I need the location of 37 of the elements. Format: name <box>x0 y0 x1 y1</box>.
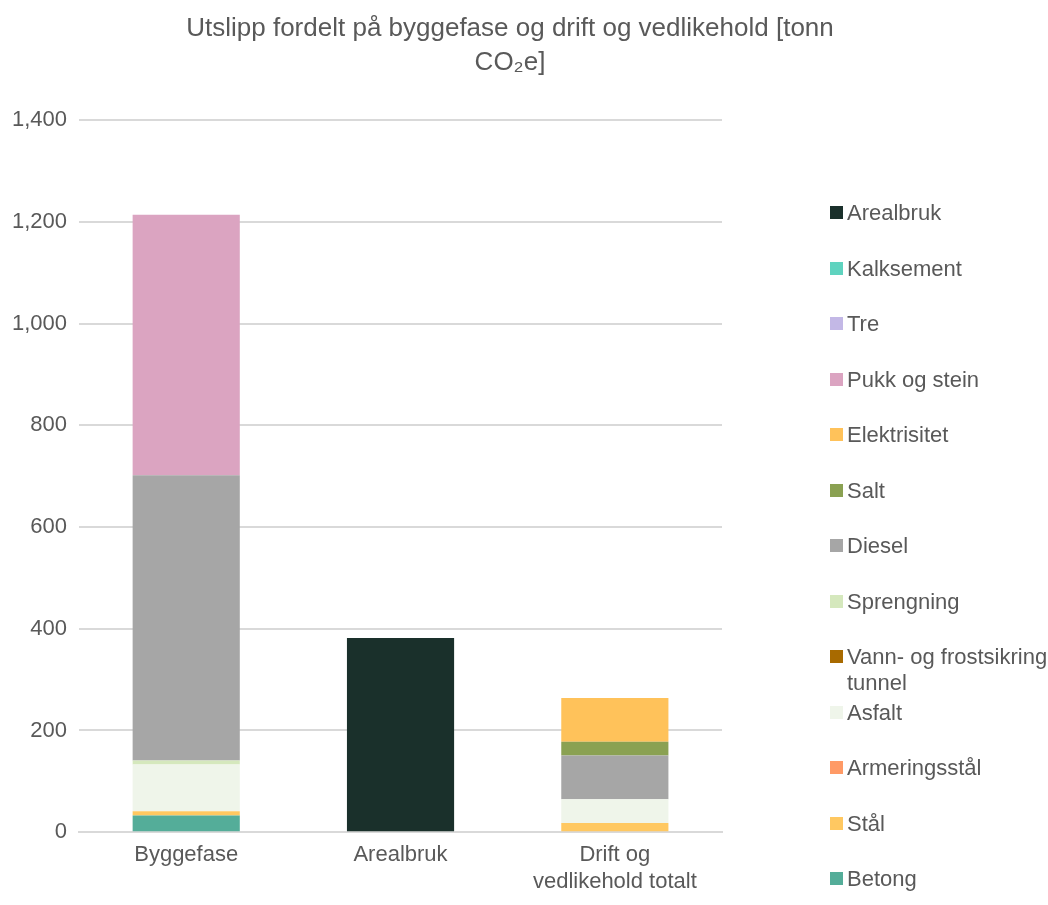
legend-label: Arealbruk <box>847 200 942 226</box>
bar <box>132 811 240 816</box>
y-tick-label: 800 <box>30 411 68 437</box>
y-tick-label: 200 <box>30 716 68 742</box>
bar <box>561 697 669 742</box>
legend-label: Elektrisitet <box>847 422 949 448</box>
bar <box>561 799 669 824</box>
y-tick-label: 0 <box>54 818 68 844</box>
bar <box>132 475 240 761</box>
bar <box>346 637 455 832</box>
bar <box>132 815 240 832</box>
legend-label: Vann- og frostsikring tunnel <box>847 644 1048 696</box>
x-tick-label: Byggefase <box>134 841 239 867</box>
legend-label: Kalksement <box>847 255 962 282</box>
legend-label: Betong <box>847 866 917 892</box>
y-tick-label: 400 <box>30 614 68 640</box>
legend-label: Salt <box>847 477 885 504</box>
legend-label: Asfalt <box>847 699 903 726</box>
y-tick-label: 1,400 <box>11 106 68 132</box>
y-tick-label: 600 <box>30 513 68 539</box>
bar <box>132 214 240 476</box>
x-tick-label: Arealbruk <box>353 841 449 867</box>
legend-label: Sprengning <box>847 588 960 615</box>
x-tick-label: Drift og vedlikehold totalt <box>532 841 697 893</box>
legend-label: Stål <box>847 810 885 837</box>
legend-label: Diesel <box>847 533 909 559</box>
bar <box>132 760 240 765</box>
bar <box>132 764 240 812</box>
bar <box>561 823 669 832</box>
legend-label: Tre <box>847 311 880 337</box>
legend-label: Armeringsstål <box>847 755 982 781</box>
y-tick-label: 1,200 <box>11 207 68 233</box>
y-tick-label: 1,000 <box>11 309 68 335</box>
bar <box>561 741 669 756</box>
legend-label: Pukk og stein <box>847 366 980 393</box>
bar <box>561 755 669 800</box>
chart-title: Utslipp fordelt på byggefase og drift og vedlikehold [tonn CO₂e] <box>185 11 835 78</box>
